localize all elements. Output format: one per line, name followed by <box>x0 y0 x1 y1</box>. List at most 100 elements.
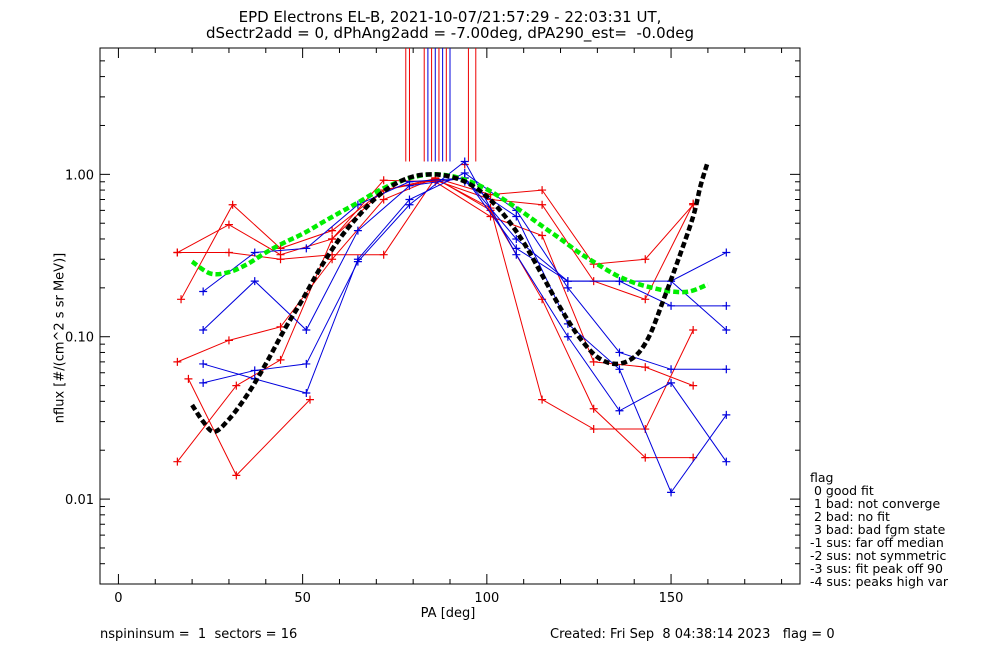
blue-point-marker <box>722 301 731 310</box>
blue-point-marker <box>563 277 572 286</box>
red-point-marker <box>641 295 650 304</box>
legend-item: -4 sus: peaks high var <box>810 574 949 589</box>
red-point-marker <box>589 425 598 434</box>
blue-point-marker <box>722 326 731 335</box>
blue-point-marker <box>722 248 731 257</box>
red-point-marker <box>232 381 241 390</box>
red-point-marker <box>276 250 285 259</box>
red-point-marker <box>538 200 547 209</box>
blue-series-line <box>670 280 727 331</box>
blue-point-marker <box>353 226 362 235</box>
blue-point-marker <box>667 488 676 497</box>
blue-point-marker <box>405 200 414 209</box>
red-point-marker <box>689 381 698 390</box>
blue-point-marker <box>302 244 311 253</box>
red-point-marker <box>276 322 285 331</box>
blue-point-marker <box>302 389 311 398</box>
blue-point-marker <box>615 348 624 357</box>
blue-point-marker <box>405 181 414 190</box>
blue-series-line <box>464 181 727 494</box>
red-point-marker <box>538 186 547 195</box>
blue-point-marker <box>563 283 572 292</box>
red-point-marker <box>379 176 388 185</box>
red-point-marker <box>224 220 233 229</box>
red-series-line <box>177 177 694 459</box>
red-point-marker <box>538 231 547 240</box>
y-tick-label: 1.00 <box>65 168 94 183</box>
x-tick-label: 0 <box>114 591 122 606</box>
legend-item: -3 sus: fit peak off 90 <box>810 561 943 576</box>
red-point-marker <box>306 395 314 404</box>
legend-item: 1 bad: not converge <box>810 496 941 511</box>
red-point-marker <box>328 234 337 243</box>
footer-sector-info: nspininsum = 1 sectors = 16 <box>100 627 298 642</box>
blue-point-marker <box>615 277 624 286</box>
blue-point-marker <box>722 410 731 419</box>
blue-point-marker <box>199 378 208 387</box>
red-point-marker <box>177 295 186 304</box>
red-point-marker <box>538 395 547 404</box>
red-point-marker <box>224 248 233 257</box>
blue-point-marker <box>353 257 362 266</box>
red-series-line <box>176 178 694 462</box>
red-point-marker <box>589 357 598 366</box>
blue-point-marker <box>302 326 311 335</box>
green-fit-curve <box>190 172 709 295</box>
legend-item: 0 good fit <box>810 483 874 498</box>
blue-point-marker <box>250 277 259 286</box>
red-point-marker <box>173 457 182 466</box>
red-point-marker <box>224 336 233 345</box>
red-point-marker <box>689 326 698 335</box>
x-axis-label: PA [deg] <box>420 606 476 621</box>
red-point-marker <box>228 200 237 209</box>
blue-point-marker <box>199 359 208 368</box>
legend-title: flag <box>810 470 834 485</box>
red-point-marker <box>641 363 650 372</box>
red-point-marker <box>173 248 182 257</box>
legend-item: 2 bad: no fit <box>810 509 890 524</box>
x-tick-label: 150 <box>659 591 684 606</box>
red-point-marker <box>328 255 337 264</box>
y-tick-label: 0.10 <box>65 331 94 346</box>
legend-item: -1 sus: far off median <box>810 535 944 550</box>
blue-point-marker <box>615 406 624 415</box>
blue-point-marker <box>250 248 259 257</box>
y-tick-label: 0.01 <box>65 493 94 508</box>
blue-point-marker <box>512 212 521 221</box>
flag-legend: flag 0 good fit 1 bad: not converge 2 ba… <box>810 471 948 588</box>
blue-point-marker <box>512 250 521 259</box>
red-point-marker <box>379 195 388 204</box>
red-point-marker <box>184 374 193 383</box>
blue-point-marker <box>563 332 572 341</box>
legend-item: -2 sus: not symmetric <box>810 548 947 563</box>
chart-title-line-1: EPD Electrons EL-B, 2021-10-07/21:57:29 … <box>238 8 662 26</box>
blue-point-marker <box>199 287 208 296</box>
x-tick-label: 100 <box>474 591 499 606</box>
blue-point-marker <box>199 326 208 335</box>
red-point-marker <box>232 471 241 480</box>
red-point-marker <box>379 250 388 259</box>
red-point-marker <box>173 357 182 366</box>
blue-point-marker <box>460 157 469 166</box>
red-point-marker <box>641 453 650 462</box>
x-tick-label: 50 <box>294 591 311 606</box>
blue-point-marker <box>460 168 469 177</box>
blue-point-marker <box>722 365 731 374</box>
blue-point-marker <box>722 457 731 466</box>
blue-point-marker <box>667 301 676 310</box>
red-point-marker <box>276 355 285 364</box>
red-point-marker <box>641 255 650 264</box>
blue-series-line <box>203 160 727 462</box>
blue-point-marker <box>667 378 676 387</box>
blue-point-marker <box>667 365 676 374</box>
blue-point-marker <box>302 359 311 368</box>
red-point-marker <box>589 404 598 413</box>
chart-title-line-2: dSectr2add = 0, dPhAng2add = -7.00deg, d… <box>206 24 694 42</box>
red-series-line <box>187 378 311 477</box>
black-fit-curve <box>190 160 711 434</box>
blue-point-marker <box>250 366 259 375</box>
red-point-marker <box>328 226 337 235</box>
y-axis-label: nflux [#/(cm^2 s sr MeV)] <box>52 252 68 424</box>
legend-item: 3 bad: bad fgm state <box>810 522 946 537</box>
